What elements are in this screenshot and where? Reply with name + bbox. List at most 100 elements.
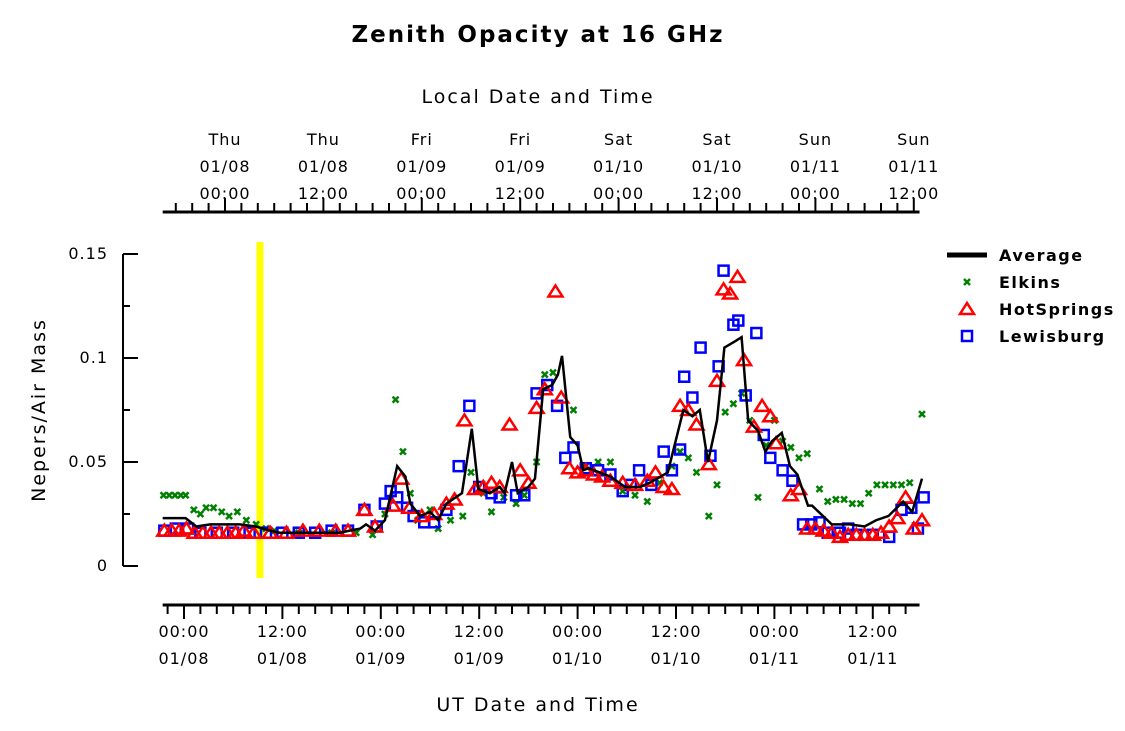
elkins-point <box>897 480 906 489</box>
elkins-point <box>189 505 198 514</box>
x-stroke <box>209 503 218 512</box>
elkins-point <box>549 368 557 377</box>
top-tick-time: 00:00 <box>396 184 447 203</box>
lewisburg-point <box>677 370 691 383</box>
legend-label-hotsprings: HotSprings <box>999 300 1115 319</box>
hotsprings-point <box>625 476 645 492</box>
x-stroke <box>897 480 906 489</box>
elkins-point <box>795 453 803 462</box>
bottom-tick-date: 01/09 <box>355 649 406 668</box>
x-stroke <box>815 485 824 493</box>
hotsprings-point <box>728 268 747 284</box>
top-tick-time: 12:00 <box>888 184 939 203</box>
x-stroke <box>905 478 914 487</box>
elkins-point <box>729 399 738 408</box>
top-tick-day: Thu <box>306 130 340 149</box>
x-stroke <box>217 508 226 516</box>
bottom-tick-time: 12:00 <box>454 622 505 641</box>
elkins-point <box>594 458 602 466</box>
x-stroke <box>233 508 242 516</box>
elkins-point <box>181 491 190 500</box>
top-tick-day: Sun <box>799 130 832 149</box>
x-stroke <box>181 491 190 500</box>
elkins-point <box>856 499 865 508</box>
current-time-marker <box>256 242 264 578</box>
x-stroke <box>467 468 475 477</box>
hotsprings-point <box>904 520 924 535</box>
elkins-point <box>209 503 218 512</box>
lewisburg-point <box>786 474 799 487</box>
bottom-tick-time: 12:00 <box>257 622 308 641</box>
legend-x-icon <box>963 278 971 286</box>
bottom-tick-date: 01/08 <box>257 649 308 668</box>
legend-label-lewisburg: Lewisburg <box>999 327 1106 346</box>
elkins-point <box>815 485 824 493</box>
bottom-tick-time: 00:00 <box>749 622 800 641</box>
hotsprings-point <box>761 407 780 423</box>
elkins-point <box>643 497 652 506</box>
lewisburg-point <box>732 314 745 327</box>
x-stroke <box>729 399 738 408</box>
series-lewisburg <box>158 264 930 544</box>
hotsprings-point <box>293 522 313 537</box>
hotsprings-point <box>752 397 772 413</box>
top-axis-label: Local Date and Time <box>421 86 654 108</box>
hotsprings-point <box>806 520 825 535</box>
hotsprings-point <box>326 522 345 537</box>
hotsprings-point <box>912 511 932 527</box>
x-stroke <box>189 505 198 514</box>
y-tick-label: 0.05 <box>68 452 108 471</box>
elkins-point <box>889 480 898 489</box>
elkins-point <box>786 443 795 452</box>
elkins-point <box>487 508 496 516</box>
x-stroke <box>196 510 205 518</box>
bottom-tick-time: 00:00 <box>158 622 209 641</box>
hotsprings-point <box>500 416 519 431</box>
hotsprings-point <box>720 285 740 300</box>
legend-label-average: Average <box>999 246 1084 265</box>
x-stroke <box>399 447 407 456</box>
x-stroke <box>864 489 873 498</box>
x-stroke <box>512 499 520 508</box>
y-tick-label: 0.1 <box>80 348 108 367</box>
legend-square-icon <box>960 329 974 343</box>
hotsprings-point <box>744 418 764 433</box>
bottom-tick-time: 00:00 <box>355 622 406 641</box>
legend: Average Elkins HotSprings Lewisburg <box>947 246 1115 346</box>
lewisburg-point <box>673 443 687 456</box>
elkins-point <box>391 395 400 404</box>
elkins-point <box>704 512 713 520</box>
hotsprings-point <box>510 461 530 477</box>
bottom-tick-date: 01/08 <box>158 649 209 668</box>
elkins-point <box>918 410 926 419</box>
lewisburg-point <box>665 464 679 477</box>
hotsprings-point <box>670 397 690 413</box>
elkins-point <box>803 449 812 458</box>
top-tick-time: 00:00 <box>593 184 644 203</box>
x-stroke <box>918 410 926 419</box>
hotsprings-point <box>310 522 329 537</box>
x-stroke <box>458 512 467 520</box>
x-stroke <box>803 449 812 458</box>
elkins-point <box>467 468 475 477</box>
lewisburg-point <box>463 399 476 413</box>
bottom-tick-date: 01/10 <box>552 649 603 668</box>
hotsprings-point <box>546 283 565 298</box>
elkins-point <box>569 406 578 414</box>
hotsprings-point <box>445 491 464 506</box>
x-stroke <box>487 508 496 516</box>
lewisburg-point <box>550 399 564 413</box>
lewisburg-point <box>686 391 699 404</box>
top-tick-date: 01/08 <box>199 157 250 176</box>
top-tick-date: 01/11 <box>790 157 841 176</box>
top-tick-time: 12:00 <box>298 184 349 203</box>
x-stroke <box>786 443 795 452</box>
hotsprings-point <box>766 434 786 450</box>
elkins-point <box>512 499 520 508</box>
elkins-point <box>713 480 721 489</box>
top-tick-date: 01/10 <box>691 157 742 176</box>
x-stroke <box>704 512 713 520</box>
chart-title: Zenith Opacity at 16 GHz <box>351 22 724 48</box>
hotsprings-point <box>699 455 719 471</box>
x-stroke <box>684 453 693 462</box>
